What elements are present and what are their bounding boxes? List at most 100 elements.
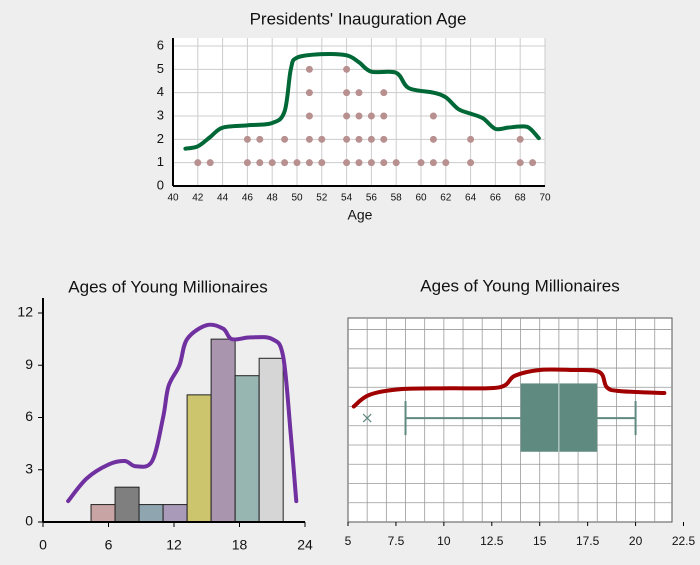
dot [305, 135, 313, 143]
dot [293, 159, 301, 167]
x-tick-label: 6 [105, 537, 113, 553]
y-tick-label: 12 [17, 304, 33, 320]
y-tick-label: 3 [25, 460, 33, 476]
y-tick-label: 1 [157, 154, 164, 169]
dot [429, 135, 437, 143]
bar [258, 357, 284, 523]
x-tick-label: 20 [629, 534, 643, 548]
y-tick-label: 0 [25, 513, 33, 529]
x-tick-label: 44 [217, 193, 229, 204]
x-tick-label: 52 [316, 193, 328, 204]
x-tick-label: 10 [437, 534, 451, 548]
x-tick-label: 62 [440, 193, 452, 204]
dot [281, 159, 289, 167]
x-tick-label: 64 [465, 193, 477, 204]
y-tick-label: 6 [157, 37, 164, 52]
x-tick-label: 40 [167, 193, 179, 204]
x-axis-label: Age [348, 207, 373, 223]
x-tick-label: 68 [515, 193, 527, 204]
dot [343, 112, 351, 120]
plot-area [347, 317, 673, 523]
x-tick-label: 22.5 [672, 534, 696, 548]
y-tick-label: 2 [157, 131, 164, 146]
x-tick-label: 46 [242, 193, 254, 204]
x-tick-label: 15 [533, 534, 547, 548]
dot [318, 159, 326, 167]
dot [343, 159, 351, 167]
dot [256, 159, 264, 167]
dot [467, 135, 475, 143]
dot [467, 159, 475, 167]
dot [355, 89, 363, 97]
x-tick-label: 7.5 [388, 534, 405, 548]
x-tick-label: 66 [490, 193, 502, 204]
dot [355, 112, 363, 120]
dot [367, 112, 375, 120]
dot [392, 159, 400, 167]
density-curve [66, 322, 299, 504]
y-tick-label: 5 [157, 61, 164, 76]
dot [442, 159, 450, 167]
dot [343, 135, 351, 143]
dot [367, 135, 375, 143]
dot [355, 135, 363, 143]
x-tick-label: 48 [267, 193, 279, 204]
y-tick-label: 0 [157, 177, 164, 192]
x-tick-label: 60 [415, 193, 427, 204]
bar [114, 486, 140, 523]
y-tick-label: 3 [157, 107, 164, 122]
x-tick-label: 17.5 [576, 534, 600, 548]
dot [429, 159, 437, 167]
chart-title: Presidents' Inauguration Age [250, 9, 467, 28]
bar [186, 394, 212, 523]
y-tick-label: 9 [25, 356, 33, 372]
x-tick-label: 5 [345, 534, 352, 548]
dot [243, 159, 251, 167]
chart-title: Ages of Young Millionaires [420, 276, 619, 295]
dot [380, 135, 388, 143]
x-tick-label: 18 [232, 537, 248, 553]
x-tick-label: 42 [192, 193, 204, 204]
y-tick-label: 6 [25, 408, 33, 424]
dot [380, 112, 388, 120]
x-tick-label: 56 [366, 193, 378, 204]
dot [268, 159, 276, 167]
bar [234, 375, 260, 523]
x-tick-label: 12.5 [480, 534, 504, 548]
dot [305, 159, 313, 167]
bar [90, 504, 116, 523]
x-tick-label: 54 [341, 193, 353, 204]
x-tick-label: 50 [291, 193, 303, 204]
dot [516, 135, 524, 143]
density-curve [351, 367, 667, 409]
x-tick-label: 0 [39, 537, 47, 553]
dot [243, 135, 251, 143]
dot [529, 159, 537, 167]
dot [355, 159, 363, 167]
bar [162, 504, 188, 523]
dot [516, 159, 524, 167]
x-tick-label: 58 [391, 193, 403, 204]
dot [367, 159, 375, 167]
x-tick-label: 24 [297, 537, 313, 553]
dot [343, 89, 351, 97]
dot [206, 159, 214, 167]
density-curve [183, 51, 541, 151]
outlier [362, 413, 372, 423]
dot [305, 65, 313, 73]
bar [138, 504, 164, 523]
dot [305, 112, 313, 120]
dot [281, 135, 289, 143]
dot [318, 135, 326, 143]
dot [256, 135, 264, 143]
dot [429, 112, 437, 120]
dot [194, 159, 202, 167]
chart-title: Ages of Young Millionaires [68, 277, 267, 296]
dot [343, 65, 351, 73]
y-tick-label: 4 [157, 84, 164, 99]
dot [305, 89, 313, 97]
x-tick-label: 12 [166, 537, 182, 553]
x-tick-label: 70 [539, 193, 551, 204]
dot [380, 89, 388, 97]
